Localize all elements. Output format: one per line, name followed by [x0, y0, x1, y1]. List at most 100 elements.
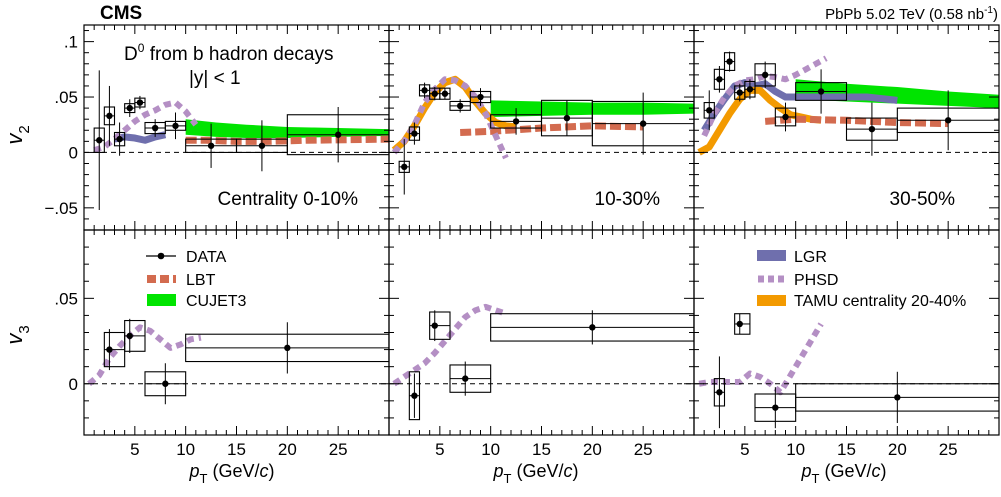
v3-panel-2: 5 10 15 20 25 [388, 229, 695, 459]
data-point [490, 310, 694, 345]
data-marker [96, 137, 103, 144]
collision-system-label: PbPb 5.02 TeV (0.58 nb-1) [825, 5, 998, 23]
v3-panel-3: 5 10 15 20 25 [693, 229, 1000, 459]
phsd-curve [93, 99, 199, 154]
y-tick-label: 0 [69, 375, 78, 394]
legend-item-data: DATA [146, 249, 227, 266]
series-group [694, 51, 999, 156]
x-tick-label: 5 [740, 440, 749, 459]
x-tick-label: 20 [278, 440, 297, 459]
v2-axis-title: v2 [2, 125, 33, 144]
data-marker [431, 90, 438, 97]
lgr-curve [113, 131, 167, 144]
data-point [286, 107, 389, 163]
phsd-curve [391, 76, 509, 160]
data-marker [761, 71, 769, 79]
lgr-curve [701, 79, 898, 133]
data-point [774, 102, 797, 132]
panel-label-0-10: Centrality 0-10% [218, 189, 359, 210]
data-marker [477, 93, 484, 101]
x-tick-label: 20 [583, 440, 602, 459]
y-tick-label: .1 [64, 33, 78, 52]
data-marker [431, 322, 438, 329]
legend-item-phsd: PHSD [758, 272, 838, 289]
x-tick-label: 5 [435, 440, 444, 459]
lbt-curve [460, 122, 644, 136]
data-point [795, 69, 848, 114]
x-tick-label: 15 [227, 440, 246, 459]
x-tick-label: 15 [837, 440, 856, 459]
data-point [418, 82, 431, 99]
data-point [124, 99, 136, 117]
data-marker [782, 113, 789, 121]
pt-axis-title-1: pT (GeV/c) [189, 461, 275, 486]
svg-text:CUJET3: CUJET3 [186, 293, 247, 310]
data-point [134, 95, 146, 110]
legend-item-lgr: LGR [757, 249, 827, 266]
legend-right: LGR PHSD TAMU centrality 20-40% [757, 249, 966, 310]
data-marker [411, 130, 418, 137]
v2-panel-1: −.05 0 .05 .1 [44, 24, 390, 231]
data-point [754, 387, 797, 429]
data-marker [116, 135, 123, 143]
svg-text:LGR: LGR [794, 249, 827, 266]
data-marker [162, 380, 169, 387]
data-marker [726, 58, 733, 65]
rapidity-annotation: |y| < 1 [189, 68, 241, 89]
phsd-curve [87, 324, 202, 387]
data-marker [462, 375, 469, 382]
data-point [845, 102, 898, 156]
data-point [429, 310, 451, 342]
data-point [795, 371, 999, 424]
data-point [734, 313, 751, 335]
legend-left: DATA LBT CUJET3 [146, 249, 247, 310]
x-tick-label: 20 [888, 440, 907, 459]
phsd-curve [701, 55, 828, 138]
series-group [84, 70, 389, 211]
series-group [84, 318, 389, 405]
x-tick-label: 10 [481, 440, 500, 459]
data-marker [456, 102, 464, 110]
data-point [103, 85, 116, 146]
v2-panel-2 [388, 24, 695, 231]
data-point [449, 361, 492, 396]
data-marker [284, 344, 291, 352]
data-point [144, 363, 187, 405]
data-marker [172, 122, 179, 130]
data-marker [401, 163, 408, 171]
svg-text:DATA: DATA [186, 249, 227, 266]
series-group [389, 75, 694, 195]
data-point [164, 112, 187, 140]
data-marker [716, 389, 723, 396]
lbt-curve [185, 135, 389, 145]
data-marker [334, 131, 342, 138]
plot-area: −.05 0 .05 .1 5 10 15 20 25 0 .05 5 10 15 20 25 5 10 15 20 2… [44, 24, 1000, 459]
svg-text:PHSD: PHSD [794, 272, 838, 289]
data-point [408, 371, 421, 421]
data-marker [736, 89, 743, 96]
data-marker [639, 120, 647, 127]
data-point [469, 88, 492, 106]
data-point [408, 122, 421, 145]
pt-axis-title-2: pT (GeV/c) [493, 461, 579, 486]
pt-axis-title-3: pT (GeV/c) [801, 461, 887, 486]
data-marker [126, 104, 133, 112]
y-tick-label: .05 [54, 88, 78, 107]
data-marker [746, 86, 754, 93]
data-marker [868, 125, 876, 133]
data-marker [716, 76, 723, 83]
data-point [439, 87, 451, 100]
data-marker [512, 118, 520, 125]
data-point [744, 79, 756, 100]
data-point [896, 90, 999, 151]
y-tick-label: .05 [54, 289, 78, 308]
data-point [734, 83, 746, 102]
data-point [429, 87, 441, 101]
data-point [591, 92, 694, 155]
x-tick-label: 25 [939, 440, 958, 459]
data-point [713, 66, 726, 93]
data-point [113, 122, 126, 156]
phsd-curve [698, 322, 824, 396]
x-tick-label: 5 [130, 440, 139, 459]
v2-panel-3 [693, 24, 1000, 231]
